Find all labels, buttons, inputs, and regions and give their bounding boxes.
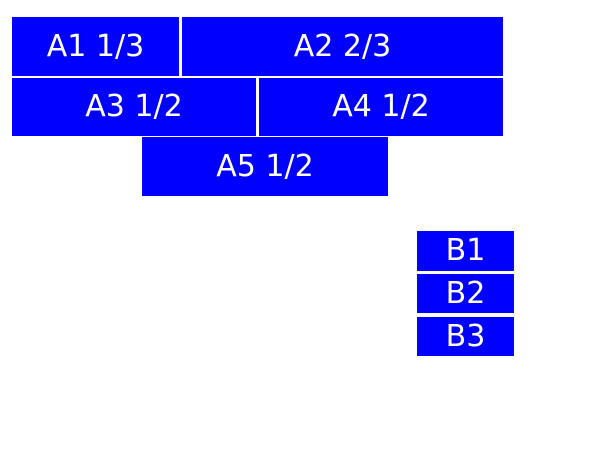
box-b2: B2	[417, 274, 514, 313]
box-b1: B1	[417, 231, 514, 271]
box-label-a4: A4 1/2	[332, 89, 430, 124]
box-a2: A2 2/3	[182, 17, 503, 76]
box-a4: A4 1/2	[259, 78, 503, 136]
box-a3: A3 1/2	[12, 78, 256, 136]
box-label-b2: B2	[445, 275, 486, 311]
box-a5: A5 1/2	[142, 137, 388, 196]
box-label-b1: B1	[445, 233, 486, 268]
box-label-a2: A2 2/3	[293, 28, 392, 64]
box-label-a1: A1 1/3	[46, 28, 145, 64]
box-label-a3: A3 1/2	[85, 89, 183, 124]
box-b3: B3	[417, 317, 514, 356]
box-a1: A1 1/3	[12, 17, 179, 76]
box-label-a5: A5 1/2	[216, 148, 314, 184]
box-label-b3: B3	[445, 318, 486, 354]
